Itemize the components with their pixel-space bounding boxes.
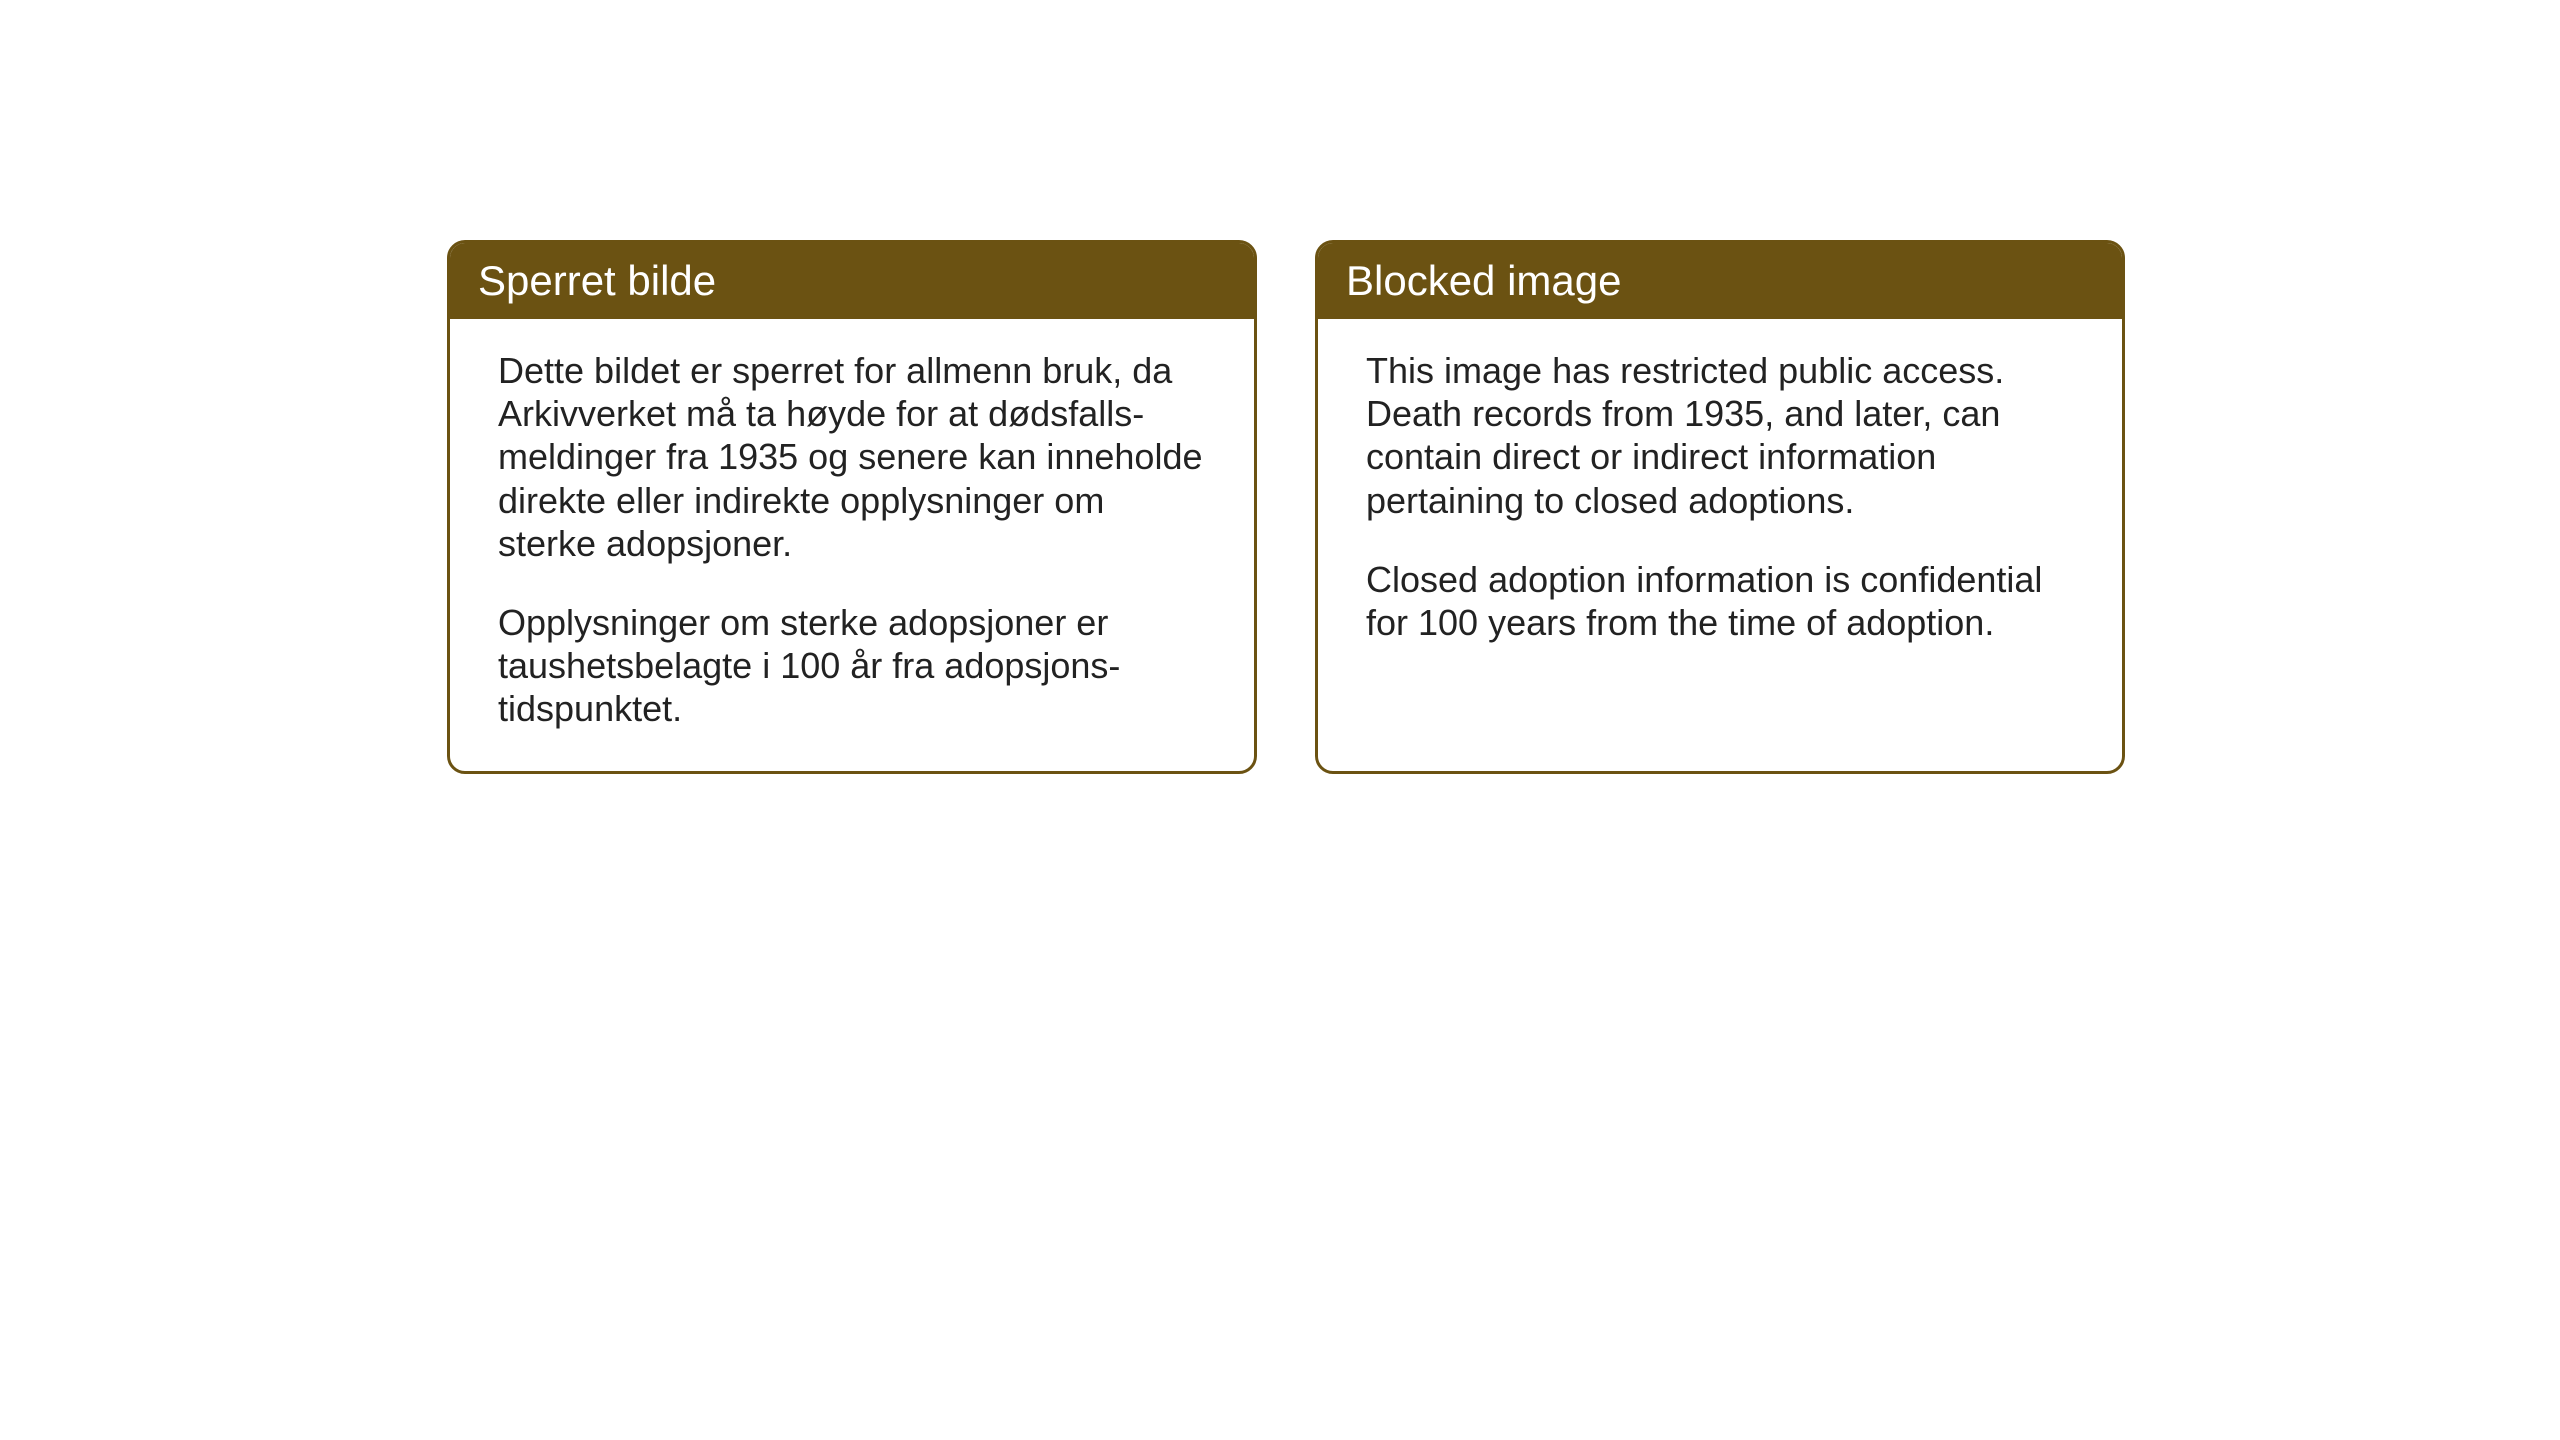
english-paragraph-2: Closed adoption information is confident… xyxy=(1366,558,2074,644)
norwegian-card-body: Dette bildet er sperret for allmenn bruk… xyxy=(450,319,1254,771)
norwegian-card-title: Sperret bilde xyxy=(450,243,1254,319)
english-notice-card: Blocked image This image has restricted … xyxy=(1315,240,2125,774)
norwegian-notice-card: Sperret bilde Dette bildet er sperret fo… xyxy=(447,240,1257,774)
norwegian-paragraph-2: Opplysninger om sterke adopsjoner er tau… xyxy=(498,601,1206,731)
english-card-title: Blocked image xyxy=(1318,243,2122,319)
english-card-body: This image has restricted public access.… xyxy=(1318,319,2122,684)
english-card-text: This image has restricted public access.… xyxy=(1366,349,2074,644)
english-paragraph-1: This image has restricted public access.… xyxy=(1366,349,2074,522)
norwegian-card-text: Dette bildet er sperret for allmenn bruk… xyxy=(498,349,1206,731)
notice-container: Sperret bilde Dette bildet er sperret fo… xyxy=(447,240,2125,774)
norwegian-paragraph-1: Dette bildet er sperret for allmenn bruk… xyxy=(498,349,1206,565)
